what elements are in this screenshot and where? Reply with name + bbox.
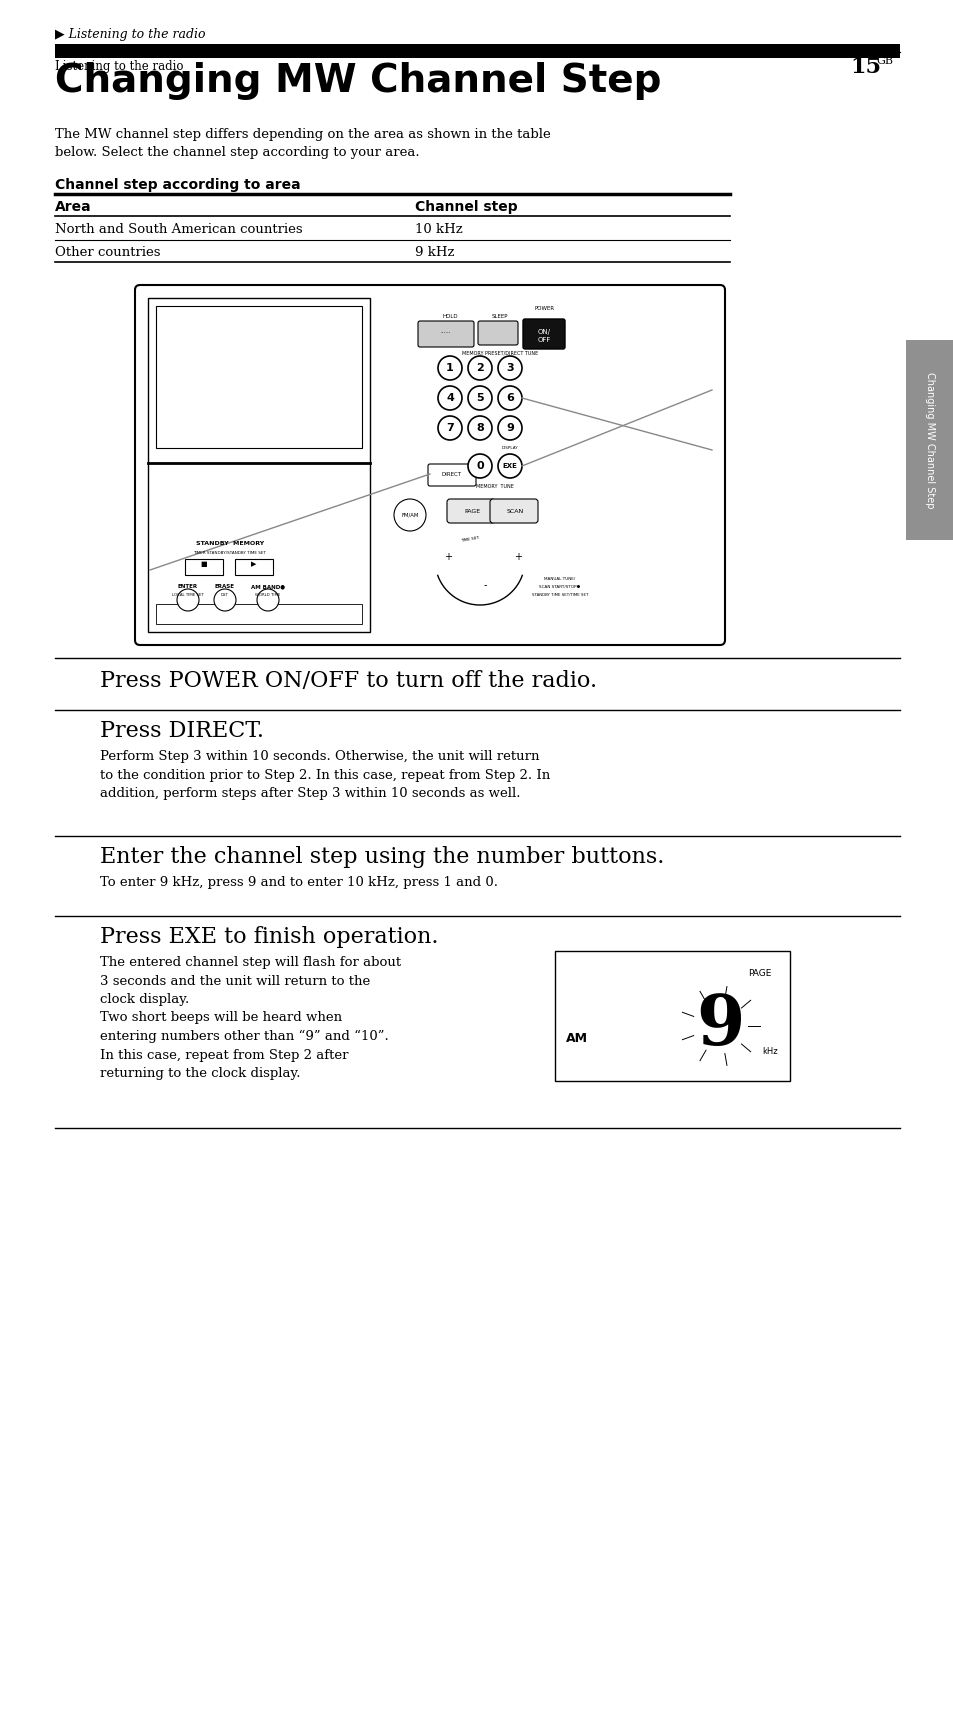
Text: LOCAL TIME SET: LOCAL TIME SET: [172, 593, 204, 597]
Text: 9: 9: [505, 424, 514, 432]
Bar: [156, 306, 361, 448]
Circle shape: [497, 417, 521, 439]
Text: Perform Step 3 within 10 seconds. Otherwise, the unit will return
to the conditi: Perform Step 3 within 10 seconds. Otherw…: [100, 750, 550, 801]
Text: 2: 2: [476, 363, 483, 373]
Bar: [55, 43, 899, 59]
Text: POWER: POWER: [535, 306, 555, 311]
Circle shape: [213, 590, 235, 610]
Text: AM BAND●: AM BAND●: [251, 584, 285, 590]
Text: +: +: [443, 552, 452, 562]
Text: SCAN START/STOP●: SCAN START/STOP●: [538, 584, 580, 590]
Text: ▶ Listening to the radio: ▶ Listening to the radio: [55, 28, 205, 41]
Text: 8: 8: [476, 424, 483, 432]
Text: Press DIRECT.: Press DIRECT.: [100, 719, 264, 742]
Circle shape: [437, 417, 461, 439]
Text: 9 kHz: 9 kHz: [415, 246, 454, 259]
Text: To enter 9 kHz, press 9 and to enter 10 kHz, press 1 and 0.: To enter 9 kHz, press 9 and to enter 10 …: [100, 877, 497, 889]
Text: 5: 5: [476, 392, 483, 403]
Text: DISPLAY: DISPLAY: [501, 446, 517, 450]
Text: ......: ......: [440, 329, 451, 334]
Text: 4: 4: [446, 392, 454, 403]
Text: MANUAL TUNE/: MANUAL TUNE/: [544, 577, 575, 581]
Circle shape: [394, 500, 426, 531]
Text: 3: 3: [506, 363, 514, 373]
Text: 0: 0: [476, 462, 483, 470]
Text: 7: 7: [446, 424, 454, 432]
Text: 1: 1: [446, 363, 454, 373]
Bar: [234, 558, 273, 576]
FancyBboxPatch shape: [417, 322, 474, 348]
Text: Listening to the radio: Listening to the radio: [55, 61, 183, 73]
Text: DIRECT: DIRECT: [441, 472, 461, 477]
Circle shape: [177, 590, 199, 610]
Text: STANDBY TIME SET/TIME SET: STANDBY TIME SET/TIME SET: [531, 593, 588, 597]
Circle shape: [256, 590, 278, 610]
Text: ■: ■: [200, 560, 207, 567]
FancyBboxPatch shape: [490, 500, 537, 522]
Text: SLEEP: SLEEP: [491, 315, 508, 318]
Text: Other countries: Other countries: [55, 246, 160, 259]
Text: EXE: EXE: [502, 463, 517, 469]
Text: ENTER: ENTER: [178, 584, 198, 590]
Circle shape: [437, 356, 461, 380]
Circle shape: [497, 386, 521, 410]
Bar: [905, 341, 953, 539]
Text: SCAN: SCAN: [506, 508, 523, 514]
Circle shape: [468, 417, 492, 439]
Bar: [555, 951, 789, 1081]
FancyBboxPatch shape: [522, 318, 564, 349]
Circle shape: [497, 356, 521, 380]
Text: OFF: OFF: [537, 337, 550, 342]
Text: PAGE: PAGE: [748, 968, 771, 979]
Bar: [148, 297, 370, 633]
Bar: [185, 558, 223, 576]
Text: Channel step: Channel step: [415, 201, 517, 214]
Text: The entered channel step will flash for about
3 seconds and the unit will return: The entered channel step will flash for …: [100, 956, 400, 1081]
Text: 15: 15: [849, 55, 880, 78]
Text: MEMORY PRESET/DIRECT TUNE: MEMORY PRESET/DIRECT TUNE: [461, 349, 537, 354]
Bar: [156, 603, 361, 624]
Text: TIME SET: TIME SET: [460, 536, 479, 543]
Text: 9: 9: [695, 992, 743, 1060]
Text: ON/: ON/: [537, 329, 550, 335]
Text: FM/AM: FM/AM: [401, 512, 418, 517]
Text: kHz: kHz: [761, 1046, 778, 1055]
Text: Press EXE to finish operation.: Press EXE to finish operation.: [100, 927, 438, 947]
Text: TIMER STANDBY/STANDBY TIME SET: TIMER STANDBY/STANDBY TIME SET: [193, 552, 266, 555]
Text: Press POWER ON∕OFF to turn off the radio.: Press POWER ON∕OFF to turn off the radio…: [100, 671, 597, 692]
Text: DST: DST: [221, 593, 229, 597]
Text: 6: 6: [505, 392, 514, 403]
Text: STANDBY  MEMORY: STANDBY MEMORY: [195, 541, 264, 546]
Text: Changing MW Channel Step: Changing MW Channel Step: [55, 62, 660, 100]
Text: ERASE: ERASE: [214, 584, 234, 590]
Circle shape: [497, 455, 521, 477]
FancyBboxPatch shape: [477, 322, 517, 346]
Text: +: +: [514, 552, 521, 562]
Circle shape: [468, 455, 492, 477]
Text: WORLD TIME: WORLD TIME: [255, 593, 280, 597]
Text: Changing MW Channel Step: Changing MW Channel Step: [924, 372, 934, 508]
Text: AM: AM: [565, 1032, 587, 1046]
FancyBboxPatch shape: [447, 500, 495, 522]
Text: Area: Area: [55, 201, 91, 214]
Circle shape: [468, 386, 492, 410]
Text: Channel step according to area: Channel step according to area: [55, 178, 300, 192]
Text: GB: GB: [875, 55, 892, 66]
FancyBboxPatch shape: [428, 463, 476, 486]
Circle shape: [468, 356, 492, 380]
Text: Enter the channel step using the number buttons.: Enter the channel step using the number …: [100, 845, 663, 868]
Text: 10 kHz: 10 kHz: [415, 223, 462, 235]
Text: North and South American countries: North and South American countries: [55, 223, 302, 235]
Text: ▶: ▶: [251, 560, 256, 567]
Circle shape: [437, 386, 461, 410]
Text: MEMORY  TUNE: MEMORY TUNE: [476, 484, 514, 489]
Text: HOLD: HOLD: [442, 315, 457, 318]
Text: PAGE: PAGE: [463, 508, 479, 514]
Text: The MW channel step differs depending on the area as shown in the table
below. S: The MW channel step differs depending on…: [55, 128, 550, 159]
FancyBboxPatch shape: [135, 285, 724, 645]
Text: -: -: [483, 579, 486, 590]
